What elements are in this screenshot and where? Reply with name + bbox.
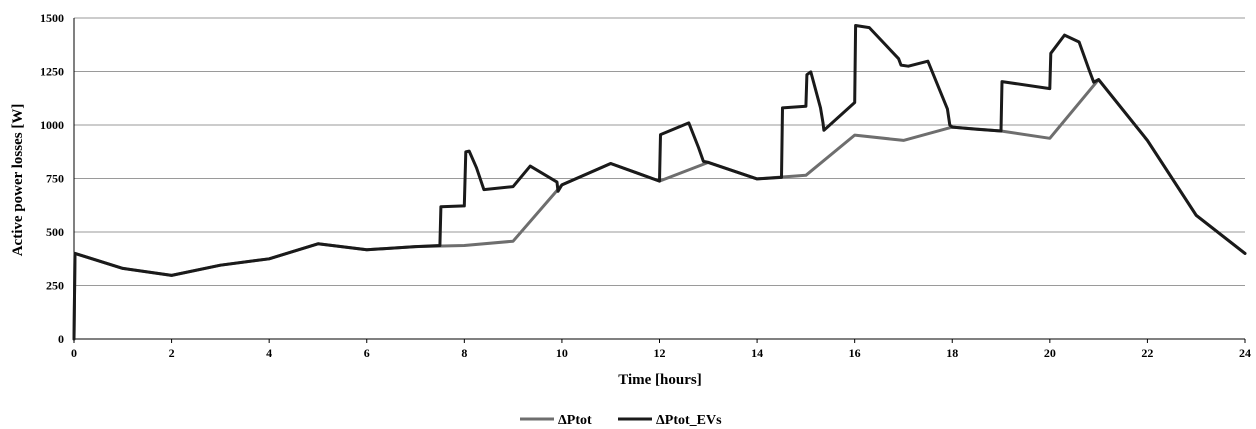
x-tick-label: 4	[266, 346, 272, 360]
x-tick-label: 8	[461, 346, 467, 360]
x-axis-title: Time [hours]	[618, 372, 701, 388]
y-tick-label: 750	[46, 172, 64, 186]
x-tick-label: 12	[654, 346, 666, 360]
y-tick-labels: 0 250 500 750 1000 1250 1500	[40, 11, 64, 346]
y-tick-label: 1000	[40, 118, 64, 132]
x-tick-label: 14	[751, 346, 763, 360]
y-tick-label: 500	[46, 225, 64, 239]
y-tick-label: 250	[46, 279, 64, 293]
y-tick-label: 1500	[40, 11, 64, 25]
series-lines	[72, 24, 1247, 341]
legend: ΔPtot ΔPtot_EVs	[520, 413, 722, 428]
x-tick-label: 20	[1044, 346, 1056, 360]
x-tick-label: 24	[1239, 346, 1251, 360]
x-tick-label: 18	[946, 346, 958, 360]
legend-label-delta-ptot: ΔPtot	[558, 413, 592, 428]
y-tick-label: 0	[58, 332, 64, 346]
y-axis-title: Active power losses [W]	[10, 104, 26, 257]
x-tick-label: 10	[556, 346, 568, 360]
x-tick-labels: 0 2 4 6 8 10 12 14 16 18 20 22 24	[71, 346, 1251, 360]
legend-label-delta-ptot-evs: ΔPtot_EVs	[656, 413, 722, 428]
x-tick-label: 22	[1141, 346, 1153, 360]
series-line-delta-ptot-evs	[72, 24, 1247, 341]
x-tick-label: 16	[849, 346, 861, 360]
series-line-delta-ptot	[72, 78, 1247, 341]
x-tick-label: 2	[169, 346, 175, 360]
x-tick-label: 6	[364, 346, 370, 360]
y-tick-label: 1250	[40, 65, 64, 79]
x-tick-label: 0	[71, 346, 77, 360]
